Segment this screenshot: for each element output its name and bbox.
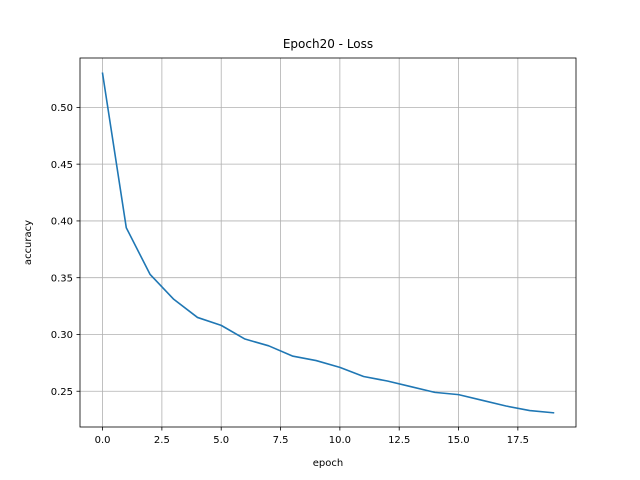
y-tick-label: 0.45 [51, 160, 73, 171]
y-tick-label: 0.30 [51, 330, 73, 341]
y-tick-label: 0.40 [51, 217, 73, 228]
plot-frame [79, 57, 577, 428]
y-tick-label: 0.50 [51, 103, 73, 114]
x-tick-label: 0.0 [95, 435, 111, 446]
loss-series-line [101, 72, 555, 414]
grid-lines [80, 58, 576, 427]
x-tick-label: 5.0 [213, 435, 229, 446]
x-tick-label: 12.5 [388, 435, 410, 446]
x-tick-label: 2.5 [154, 435, 170, 446]
axis-ticks: 0.0 2.5 5.0 7.5 10.0 12.5 15.0 17.5 0.25 0.30 0.35… [51, 103, 529, 446]
y-tick-label: 0.25 [51, 387, 73, 398]
x-tick-label: 7.5 [273, 435, 289, 446]
x-tick-label: 17.5 [507, 435, 529, 446]
x-axis-label: epoch [313, 458, 343, 469]
y-tick-label: 0.35 [51, 273, 73, 284]
data-series [101, 72, 555, 414]
x-tick-label: 15.0 [447, 435, 469, 446]
x-tick-label: 10.0 [329, 435, 351, 446]
y-axis-label: accuracy [23, 220, 34, 265]
chart-title: Epoch20 - Loss [283, 37, 373, 51]
